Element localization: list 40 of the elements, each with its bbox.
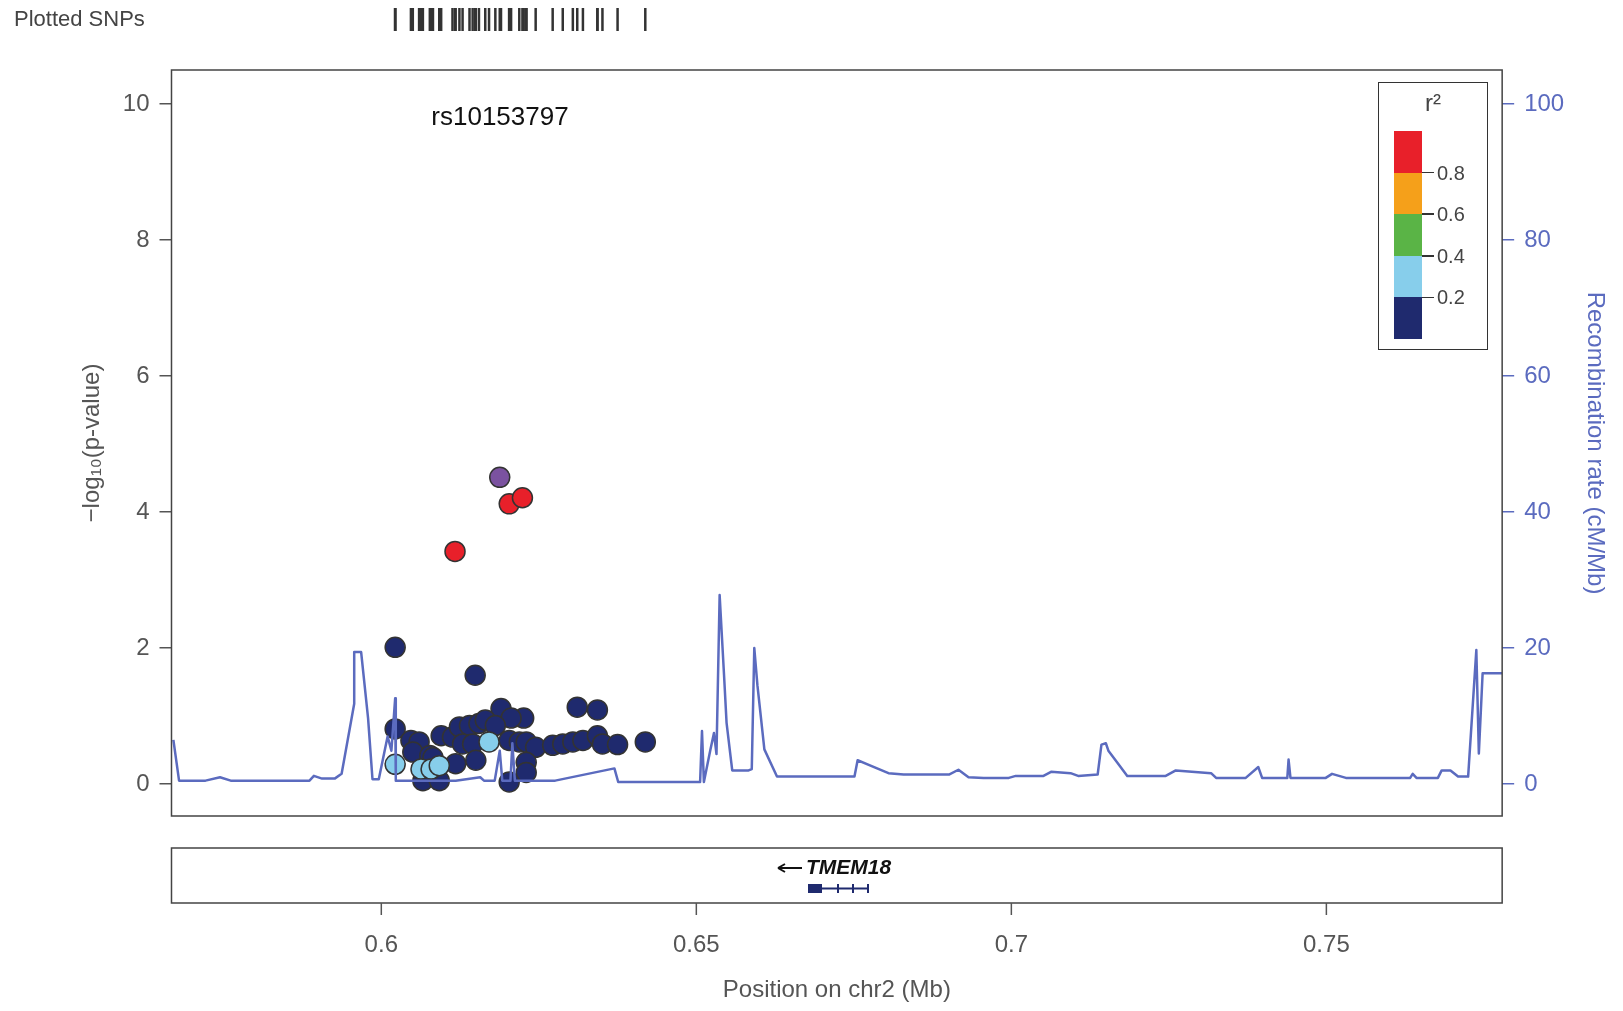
point <box>586 699 609 721</box>
point <box>634 731 657 753</box>
point <box>606 733 629 756</box>
point <box>500 707 522 729</box>
y2-tick-label: 80 <box>1524 224 1551 252</box>
point <box>566 696 588 718</box>
y-axis-title: −log₁₀(p-value) <box>77 363 105 523</box>
x-tick-label: 0.65 <box>672 930 720 958</box>
y2-tick-label: 100 <box>1524 88 1565 116</box>
point <box>444 540 466 563</box>
point <box>428 754 451 777</box>
y2-tick-label: 0 <box>1524 768 1538 796</box>
y2-axis-title: Recombination rate (cM/Mb) <box>1582 291 1610 595</box>
annotation: 0.4 <box>1437 243 1465 268</box>
text: TMEM18 <box>806 854 892 878</box>
annotation: 0.2 <box>1437 285 1465 310</box>
point <box>478 731 500 753</box>
x-tick-label: 0.6 <box>364 930 398 958</box>
y-tick-label: 10 <box>122 88 150 116</box>
y2-tick-label: 20 <box>1524 632 1551 660</box>
point <box>464 664 486 686</box>
annotation: 0.8 <box>1437 160 1465 185</box>
y2-tick-label: 40 <box>1524 496 1551 524</box>
x-tick-label: 0.7 <box>994 930 1029 958</box>
x-axis-title: Position on chr2 (Mb) <box>722 975 951 1003</box>
y-tick-label: 6 <box>136 360 150 388</box>
point <box>511 486 534 509</box>
y-tick-label: 2 <box>136 632 150 660</box>
annotation: r² <box>1424 89 1442 117</box>
annotation: 0.6 <box>1437 202 1465 227</box>
point <box>384 636 406 659</box>
point <box>489 466 511 489</box>
y-tick-label: 8 <box>136 224 150 252</box>
x-tick-label: 0.75 <box>1303 930 1350 958</box>
point <box>465 749 487 771</box>
text: Plotted SNPs <box>14 6 145 32</box>
y-tick-label: 4 <box>136 496 150 524</box>
y-tick-label: 0 <box>136 768 150 796</box>
annotation: rs10153797 <box>431 101 569 132</box>
y2-tick-label: 60 <box>1524 360 1551 388</box>
